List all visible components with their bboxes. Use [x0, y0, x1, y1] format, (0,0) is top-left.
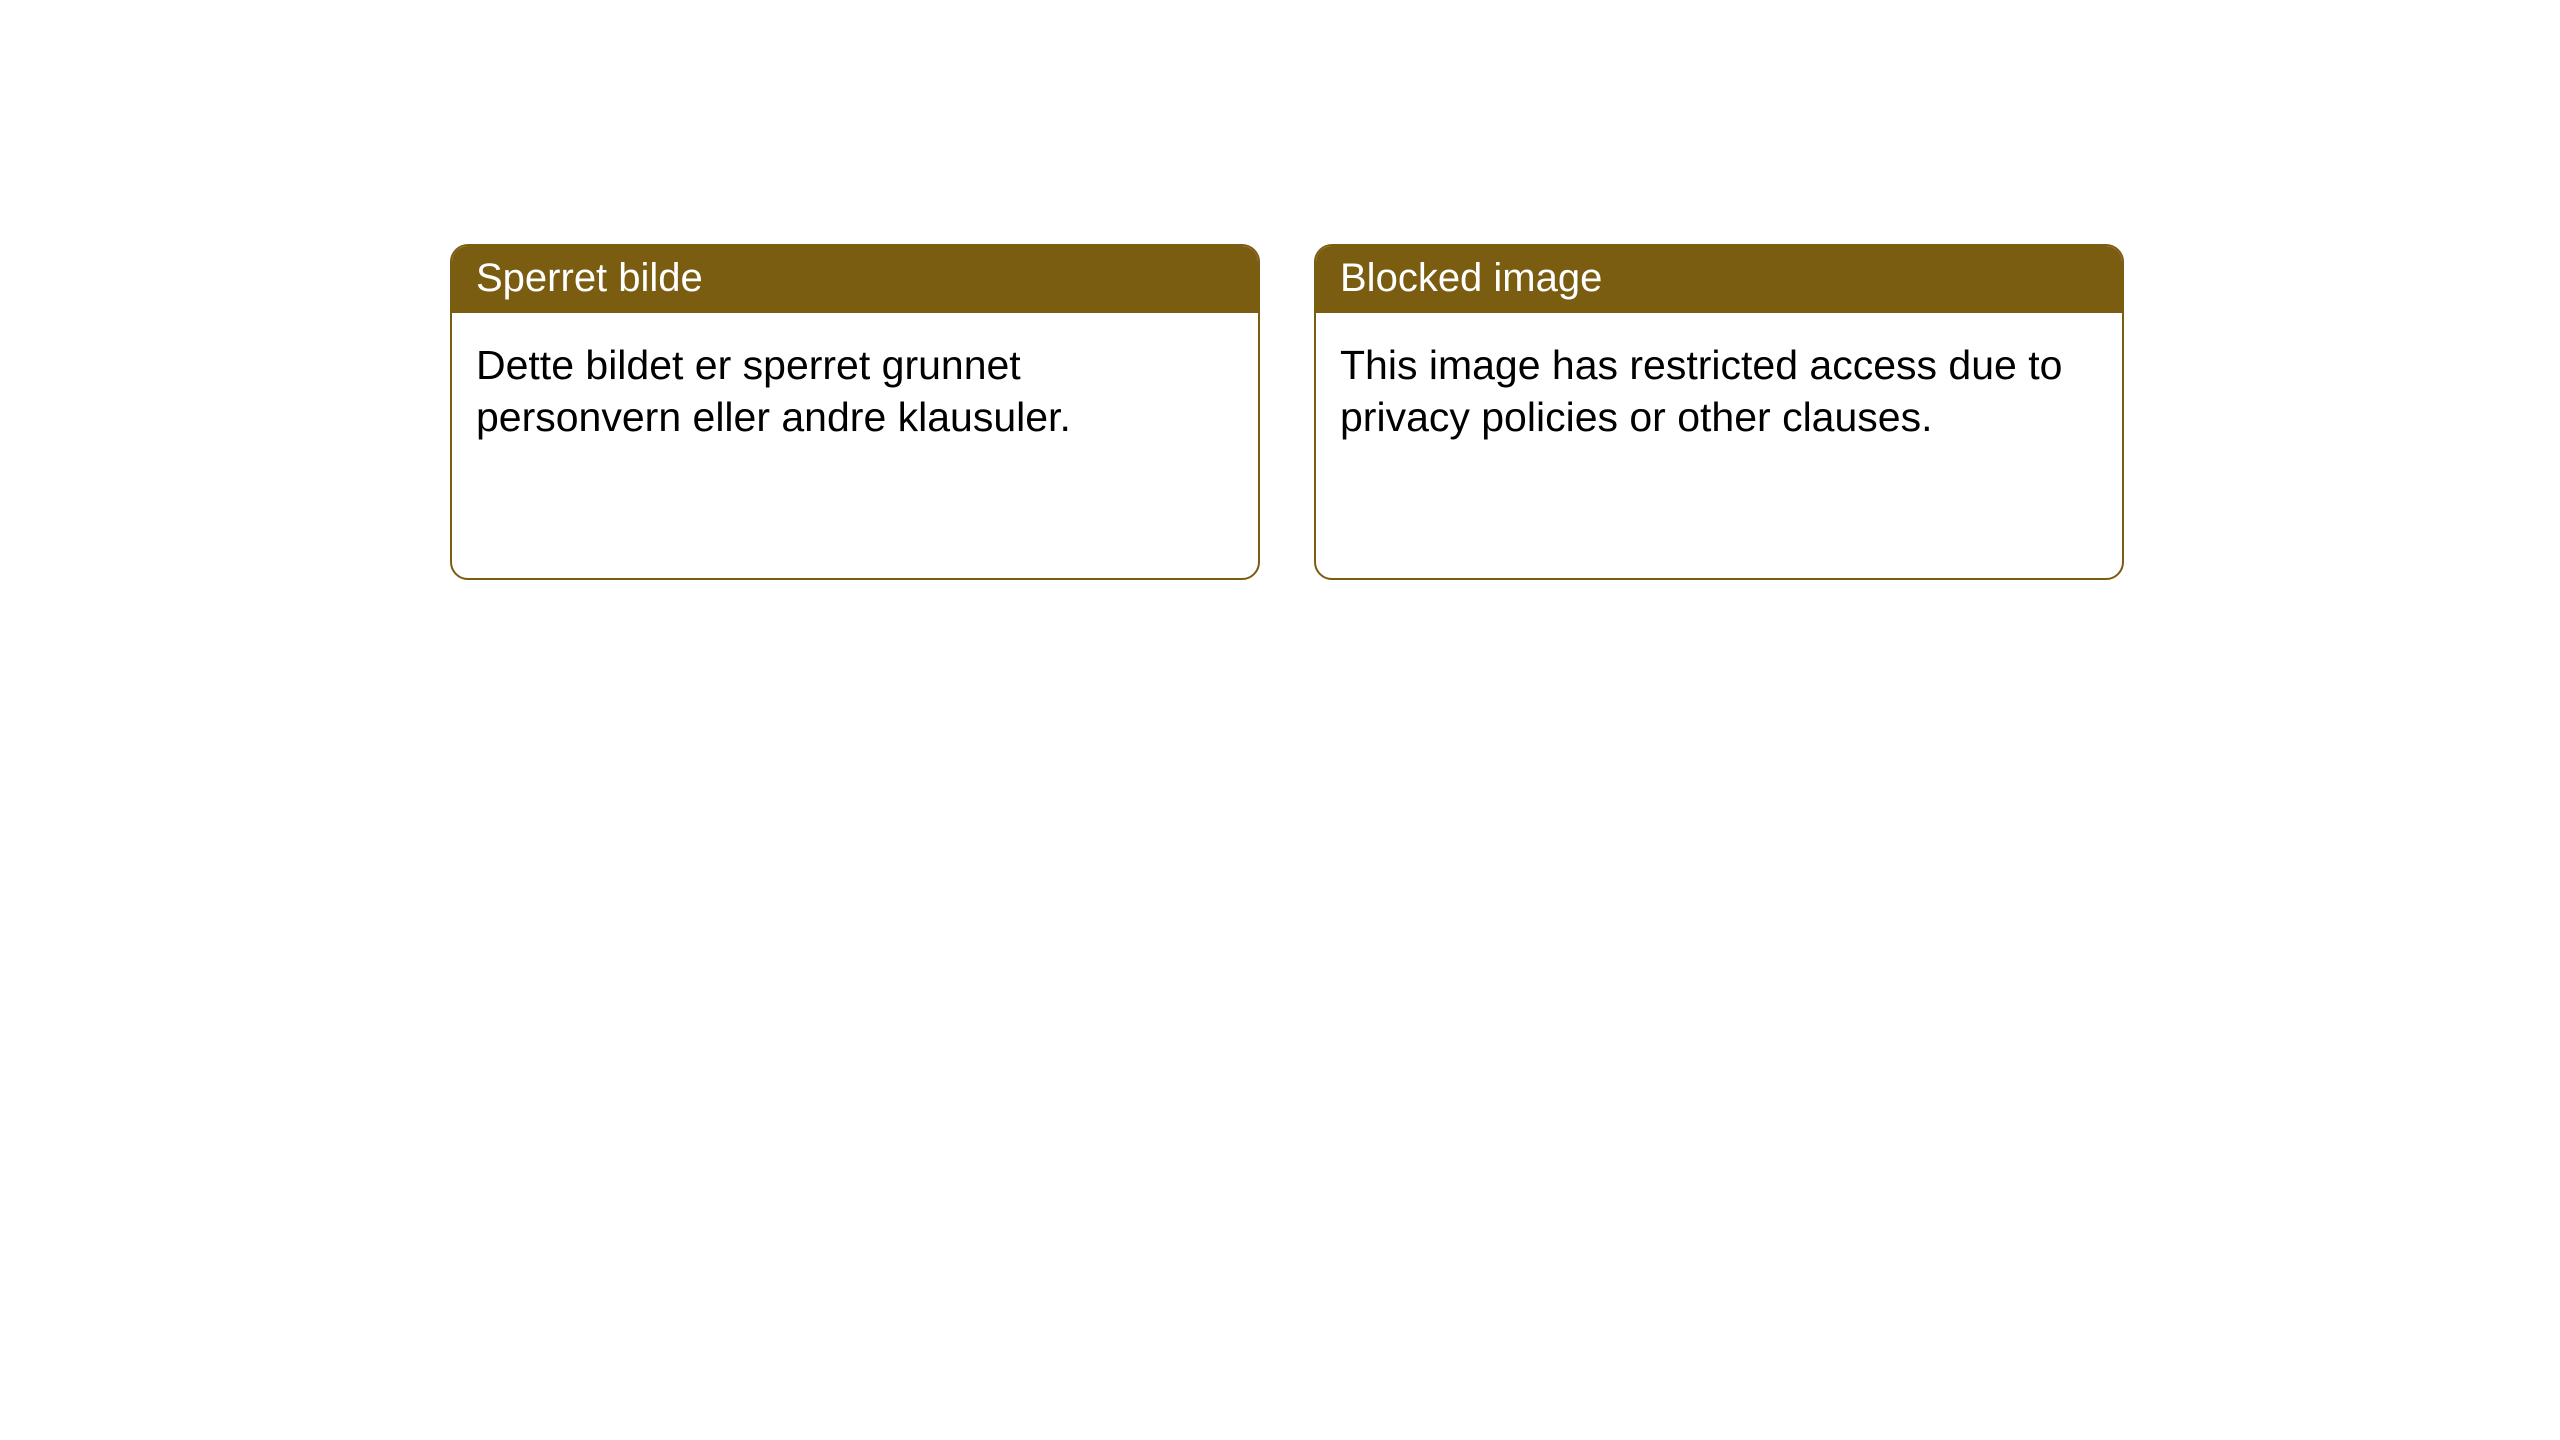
notice-box-norwegian: Sperret bilde Dette bildet er sperret gr… — [450, 244, 1260, 580]
notice-title: Blocked image — [1340, 256, 1602, 300]
notice-body: This image has restricted access due to … — [1316, 313, 2122, 464]
notice-body-text: Dette bildet er sperret grunnet personve… — [476, 342, 1071, 440]
notice-header: Sperret bilde — [452, 246, 1258, 313]
notice-header: Blocked image — [1316, 246, 2122, 313]
notice-title: Sperret bilde — [476, 256, 703, 300]
notice-body: Dette bildet er sperret grunnet personve… — [452, 313, 1258, 464]
notice-box-english: Blocked image This image has restricted … — [1314, 244, 2124, 580]
notice-container: Sperret bilde Dette bildet er sperret gr… — [450, 244, 2124, 580]
notice-body-text: This image has restricted access due to … — [1340, 342, 2062, 440]
